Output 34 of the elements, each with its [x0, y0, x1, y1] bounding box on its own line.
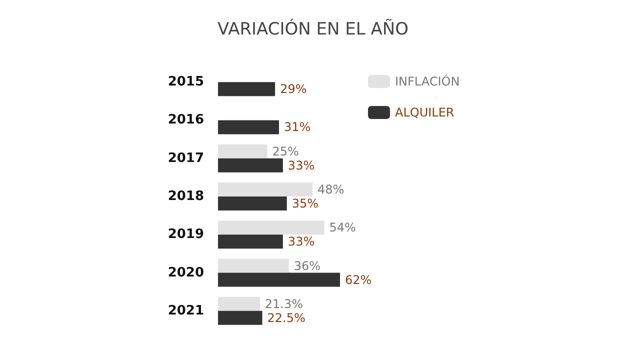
- bar: [218, 144, 268, 158]
- y-tick-label: 2017: [168, 150, 204, 166]
- data-label: 29%: [280, 82, 307, 96]
- bar: [218, 82, 276, 96]
- bar: [218, 158, 283, 172]
- bar: [218, 234, 283, 249]
- bar: [218, 220, 324, 235]
- bar: [218, 296, 260, 311]
- y-tick-label: 2018: [168, 189, 204, 204]
- y-tick-label: 2021: [168, 303, 204, 318]
- bar: [218, 310, 262, 325]
- legend-label: INFLACIÓN: [395, 74, 460, 88]
- data-label: 33%: [288, 234, 315, 249]
- y-tick-label: 2015: [168, 74, 204, 90]
- data-label: 25%: [272, 144, 299, 158]
- data-label: 62%: [345, 272, 372, 287]
- data-label: 54%: [329, 220, 356, 235]
- bar: [218, 120, 279, 134]
- y-tick-label: 2020: [168, 265, 204, 280]
- legend-label: ALQUILER: [395, 106, 454, 120]
- data-label: 33%: [288, 158, 315, 172]
- bar: [218, 272, 340, 287]
- bar: [218, 196, 287, 210]
- chart-title: VARIACIÓN EN EL AÑO: [218, 18, 408, 40]
- y-tick-label: 2016: [168, 112, 204, 128]
- data-label: 48%: [317, 182, 344, 196]
- bar: [218, 182, 312, 196]
- data-label: 21.3%: [264, 296, 304, 311]
- data-label: 31%: [284, 120, 311, 134]
- y-tick-label: 2019: [168, 227, 204, 242]
- bar: [218, 258, 289, 273]
- data-label: 35%: [292, 196, 319, 210]
- data-label: 36%: [294, 258, 321, 273]
- data-label: 22.5%: [267, 310, 306, 325]
